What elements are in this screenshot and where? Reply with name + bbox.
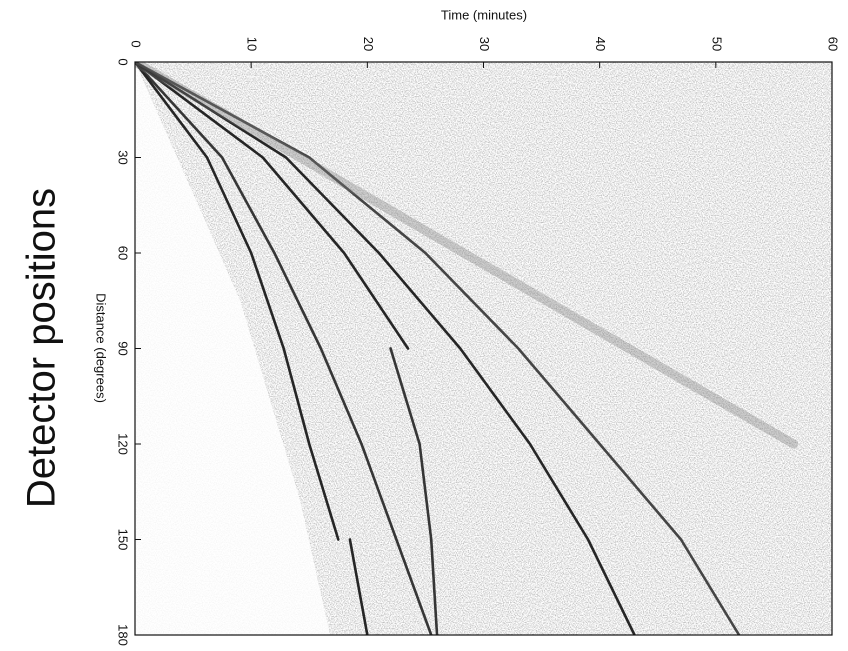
- time-tick-label: 30: [477, 37, 492, 51]
- distance-tick-label: 60: [116, 246, 131, 260]
- travel-time-curve: [135, 62, 636, 635]
- time-tick-label: 60: [826, 37, 841, 51]
- travel-time-curve: [135, 62, 799, 449]
- travel-time-curve: [135, 62, 410, 350]
- distance-tick-label: 120: [116, 433, 131, 455]
- time-tick-label: 50: [709, 37, 724, 51]
- time-tick-label: 0: [129, 40, 144, 47]
- distance-tick-label: 150: [116, 529, 131, 551]
- quiet-region: [135, 62, 330, 635]
- curves: [135, 62, 799, 635]
- distance-axis-title: Distance (degrees): [94, 293, 109, 403]
- time-axis-title: Time (minutes): [441, 7, 527, 22]
- travel-time-curve: [135, 62, 340, 541]
- travel-time-curve: [135, 62, 741, 635]
- time-tick-label: 20: [361, 37, 376, 51]
- distance-tick-label: 180: [116, 624, 131, 646]
- distance-tick-label: 90: [116, 341, 131, 355]
- time-tick-label: 40: [593, 37, 608, 51]
- time-tick-label: 10: [245, 37, 260, 51]
- distance-tick-label: 0: [116, 58, 131, 65]
- annotation: Detector positions: [20, 188, 64, 508]
- travel-time-curve: [135, 62, 433, 635]
- travel-time-curve: [389, 347, 439, 635]
- travel-time-curve: [348, 538, 369, 635]
- distance-tick-label: 30: [116, 150, 131, 164]
